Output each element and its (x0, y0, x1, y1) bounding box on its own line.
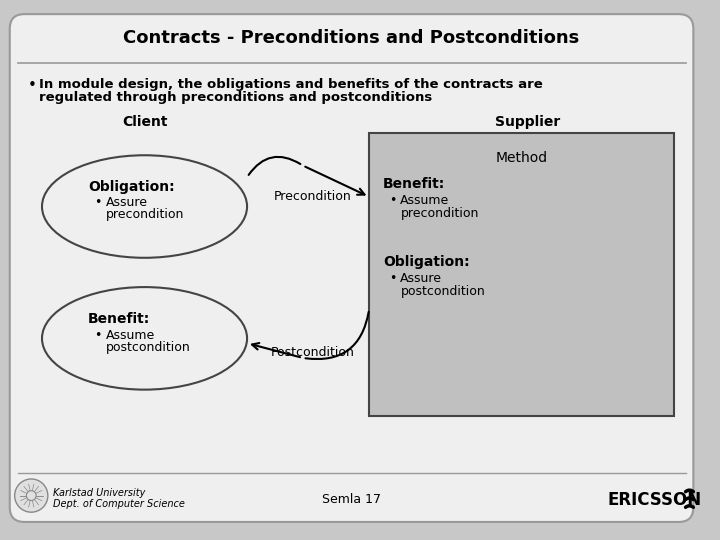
Text: Assume: Assume (400, 194, 450, 207)
Text: Precondition: Precondition (274, 190, 351, 203)
Circle shape (14, 479, 48, 512)
Text: Obligation:: Obligation: (383, 255, 469, 269)
Text: Semla 17: Semla 17 (322, 492, 381, 505)
Text: Karlstad University: Karlstad University (53, 488, 145, 498)
Text: Assure: Assure (400, 272, 442, 285)
FancyArrowPatch shape (685, 490, 693, 492)
Text: ERICSSON: ERICSSON (608, 491, 701, 509)
Text: Method: Method (495, 151, 547, 165)
Circle shape (27, 491, 36, 501)
Text: Supplier: Supplier (495, 114, 560, 129)
Ellipse shape (42, 156, 247, 258)
Text: Benefit:: Benefit: (383, 177, 445, 191)
FancyArrowPatch shape (248, 157, 300, 175)
Text: Assume: Assume (105, 329, 155, 342)
Text: precondition: precondition (105, 208, 184, 221)
Text: regulated through preconditions and postconditions: regulated through preconditions and post… (39, 91, 432, 104)
FancyArrowPatch shape (685, 506, 693, 507)
Text: •: • (389, 272, 396, 285)
FancyArrowPatch shape (305, 167, 364, 195)
Text: •: • (94, 329, 101, 342)
FancyArrowPatch shape (252, 343, 300, 357)
Text: In module design, the obligations and benefits of the contracts are: In module design, the obligations and be… (39, 78, 543, 91)
Text: •: • (27, 78, 36, 93)
Text: •: • (94, 196, 101, 209)
Text: Dept. of Computer Science: Dept. of Computer Science (53, 498, 184, 509)
Text: Postcondition: Postcondition (271, 346, 354, 359)
Bar (369, 133, 674, 416)
Text: Assure: Assure (105, 196, 148, 209)
FancyBboxPatch shape (10, 14, 693, 522)
Text: precondition: precondition (400, 206, 479, 220)
Ellipse shape (42, 287, 247, 390)
Text: Contracts - Preconditions and Postconditions: Contracts - Preconditions and Postcondit… (123, 29, 580, 46)
FancyArrowPatch shape (305, 312, 369, 359)
Text: Client: Client (122, 114, 167, 129)
Text: Benefit:: Benefit: (88, 312, 150, 326)
Text: Obligation:: Obligation: (88, 180, 174, 194)
Text: •: • (389, 194, 396, 207)
Text: postcondition: postcondition (400, 285, 485, 298)
Text: postcondition: postcondition (105, 341, 190, 354)
FancyArrowPatch shape (685, 498, 693, 500)
